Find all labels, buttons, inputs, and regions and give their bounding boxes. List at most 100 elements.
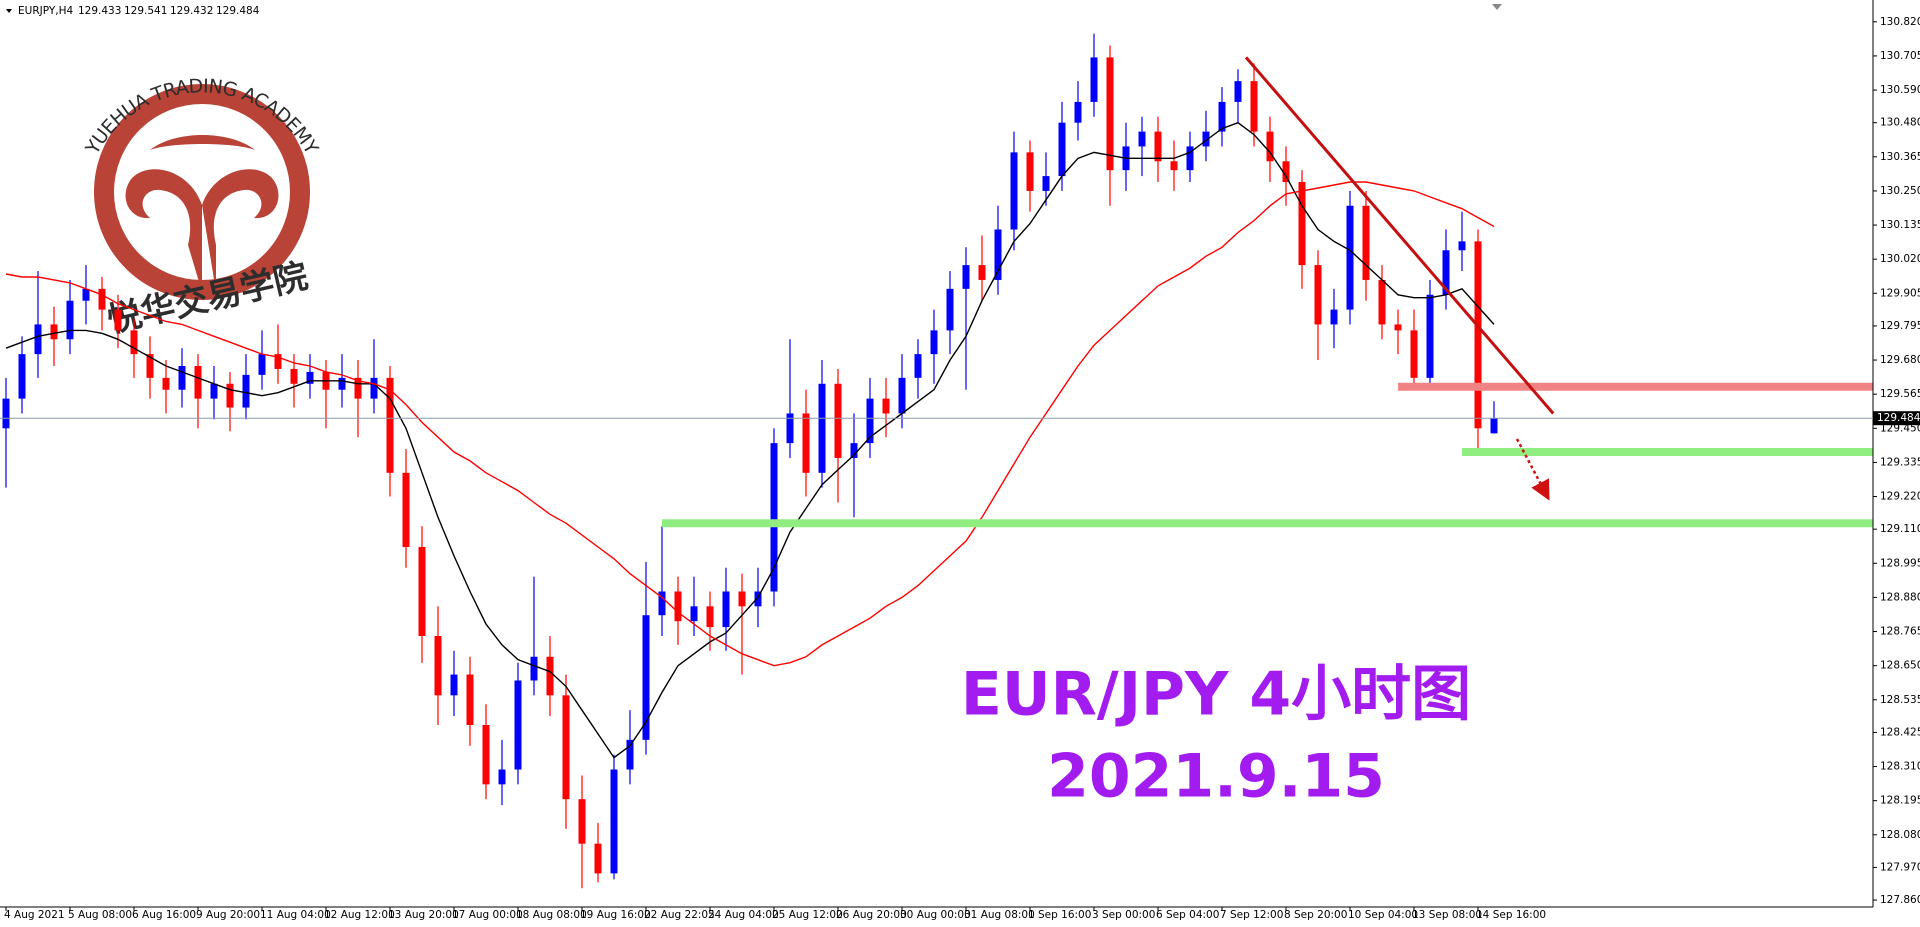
candle-body <box>482 725 490 785</box>
candle-body <box>546 656 554 696</box>
price-label-box <box>1873 411 1920 426</box>
y-tick-label: 129.680 <box>1880 354 1920 366</box>
annotation-date: 2021.9.15 <box>1047 742 1385 812</box>
candle-body <box>2 398 10 429</box>
candle-body <box>674 591 682 622</box>
y-tick-label: 130.705 <box>1880 50 1920 62</box>
x-tick-label: 19 Aug 16:00 <box>580 909 651 921</box>
candle-body <box>434 635 442 696</box>
candle-body <box>1474 241 1482 429</box>
y-tick-label: 130.250 <box>1880 185 1920 197</box>
header-symbol: EURJPY,H4 <box>18 5 73 17</box>
y-tick-label: 128.425 <box>1880 726 1920 738</box>
candle-body <box>514 680 522 770</box>
candle-body <box>850 443 858 458</box>
forecast-arrow <box>1515 438 1550 501</box>
candle-body <box>146 354 154 378</box>
shift-marker <box>1492 4 1502 10</box>
y-tick-label: 130.480 <box>1880 117 1920 129</box>
candle-body <box>978 265 986 280</box>
x-tick-label: 13 Aug 20:00 <box>388 909 459 921</box>
candle-body <box>1282 161 1290 183</box>
header-close: 129.484 <box>216 5 260 17</box>
x-tick-label: 26 Aug 20:00 <box>836 909 907 921</box>
candle-body <box>1410 330 1418 378</box>
candle-body <box>98 288 106 310</box>
candle-body <box>162 377 170 390</box>
candle-body <box>738 591 746 607</box>
x-tick-label: 6 Aug 16:00 <box>132 909 196 921</box>
candle-body <box>1042 176 1050 191</box>
y-tick-label: 128.195 <box>1880 795 1920 807</box>
moving-average <box>5 121 1495 759</box>
candle-body <box>1378 279 1386 325</box>
header-open: 129.433 <box>78 5 121 17</box>
y-tick-label: 130.590 <box>1880 84 1920 96</box>
y-tick-label: 128.080 <box>1880 829 1920 841</box>
candle-body <box>530 656 538 681</box>
candle-body <box>258 354 266 375</box>
candle-body <box>1234 81 1242 102</box>
x-tick-label: 5 Aug 08:00 <box>68 909 132 921</box>
candle-body <box>1266 131 1274 162</box>
candle-body <box>210 383 218 399</box>
candle-body <box>722 591 730 628</box>
candle-body <box>1250 81 1258 132</box>
candle-body <box>642 615 650 740</box>
candle-body <box>786 413 794 444</box>
candle-body <box>1442 250 1450 295</box>
x-tick-label: 13 Sep 08:00 <box>1412 909 1482 921</box>
y-tick-label: 127.970 <box>1880 861 1920 873</box>
price-label: 129.484 <box>1877 412 1920 424</box>
candle-body <box>594 843 602 874</box>
x-tick-label: 17 Aug 00:00 <box>452 909 523 921</box>
candle-body <box>1186 146 1194 171</box>
candle-body <box>1490 418 1498 434</box>
candle-body <box>818 383 826 473</box>
candle-body <box>402 472 410 547</box>
candle-body <box>994 229 1002 280</box>
y-tick-label: 128.880 <box>1880 591 1920 603</box>
candle-body <box>82 288 90 301</box>
x-tick-label: 3 Sep 00:00 <box>1092 909 1155 921</box>
candle-body <box>466 674 474 726</box>
candle-body <box>178 365 186 390</box>
x-tick-label: 31 Aug 08:00 <box>964 909 1035 921</box>
candle-body <box>962 265 970 289</box>
y-tick-label: 129.450 <box>1880 422 1920 434</box>
candle-body <box>882 398 890 414</box>
y-tick-label: 129.795 <box>1880 320 1920 332</box>
candle-body <box>1026 152 1034 191</box>
header-arrow <box>6 9 12 13</box>
candle-body <box>386 377 394 473</box>
candle-body <box>370 377 378 399</box>
y-tick-label: 128.310 <box>1880 761 1920 773</box>
y-tick-label: 129.110 <box>1880 523 1920 535</box>
y-tick-label: 128.535 <box>1880 694 1920 706</box>
candle-body <box>1154 131 1162 162</box>
candle-body <box>754 591 762 607</box>
logo-emblem-top <box>150 135 255 150</box>
candle-body <box>1346 205 1354 310</box>
x-tick-label: 1 Sep 16:00 <box>1028 909 1091 921</box>
y-tick-label: 127.860 <box>1880 894 1920 906</box>
y-tick-label: 128.650 <box>1880 660 1920 672</box>
candle-body <box>50 324 58 340</box>
x-tick-label: 9 Aug 20:00 <box>196 909 260 921</box>
candle-body <box>1074 101 1082 123</box>
plot-area <box>2 33 1873 889</box>
y-tick-label: 130.365 <box>1880 151 1920 163</box>
candle-body <box>1330 309 1338 325</box>
candle-body <box>802 413 810 473</box>
candle-body <box>658 591 666 616</box>
candle-body <box>290 368 298 384</box>
candle-body <box>690 606 698 622</box>
moving-average <box>5 181 1495 667</box>
candle-body <box>242 374 250 408</box>
logo-emblem <box>125 169 279 292</box>
x-tick-label: 4 Aug 2021 <box>4 909 65 921</box>
candle-body <box>450 674 458 696</box>
candle-body <box>354 377 362 399</box>
